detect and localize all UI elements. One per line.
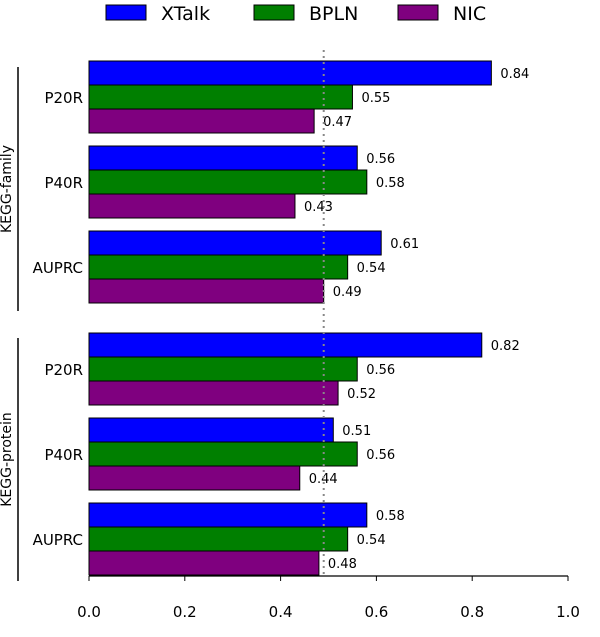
bar-kegg-protein-auprc-bpln — [88, 526, 349, 552]
data-label: 0.54 — [357, 533, 386, 548]
legend-swatch-bpln — [253, 4, 295, 21]
bar-kegg-protein-p20r-bpln — [88, 356, 358, 382]
data-label: 0.55 — [361, 91, 390, 106]
bar-kegg-protein-p20r-xtalk — [88, 332, 483, 358]
data-label: 0.52 — [347, 387, 376, 402]
group-label: KEGG-protein — [0, 412, 15, 507]
bar-kegg-protein-p40r-nic — [88, 465, 301, 491]
bar-kegg-family-p20r-xtalk — [88, 60, 492, 86]
data-label: 0.48 — [328, 557, 357, 572]
data-labels: 0.84 0.55 0.47 P20R 0.56 0.58 0.43 P40R 0.61 0.54… — [0, 67, 529, 572]
bar-kegg-family-p40r-nic — [88, 193, 296, 219]
bar-kegg-protein-p40r-xtalk — [88, 417, 334, 443]
legend-label-xtalk: XTalk — [161, 3, 210, 25]
bar-kegg-family-p20r-bpln — [88, 84, 353, 110]
data-label: 0.47 — [323, 115, 352, 130]
bar-kegg-protein-p20r-nic — [88, 380, 339, 406]
legend: XTalk BPLN NIC — [105, 3, 486, 25]
data-label: 0.58 — [376, 509, 405, 524]
bar-kegg-family-auprc-nic — [88, 278, 325, 304]
data-label: 0.58 — [376, 176, 405, 191]
bar-kegg-family-p40r-bpln — [88, 169, 368, 195]
x-tick-label: 0.4 — [269, 603, 293, 621]
x-tick-label: 1.0 — [556, 603, 580, 621]
legend-swatch-xtalk — [105, 4, 147, 21]
data-label: 0.56 — [366, 363, 395, 378]
bar-kegg-family-p20r-nic — [88, 108, 315, 134]
data-label: 0.61 — [390, 237, 419, 252]
category-label: P40R — [44, 174, 83, 192]
data-label: 0.51 — [342, 424, 371, 439]
bar-kegg-protein-p40r-bpln — [88, 441, 358, 467]
data-label: 0.43 — [304, 200, 333, 215]
category-label: AUPRC — [33, 531, 83, 549]
x-tick-label: 0.0 — [77, 603, 101, 621]
bar-kegg-family-auprc-bpln — [88, 254, 349, 280]
legend-swatch-nic — [397, 4, 439, 21]
bar-kegg-family-p40r-xtalk — [88, 145, 358, 171]
category-label: P40R — [44, 446, 83, 464]
x-tick-label: 0.2 — [173, 603, 197, 621]
data-label: 0.84 — [500, 67, 529, 82]
bar-kegg-family-auprc-xtalk — [88, 230, 382, 256]
data-label: 0.82 — [491, 339, 520, 354]
category-label: P20R — [44, 361, 83, 379]
x-tick-label: 0.8 — [460, 603, 484, 621]
axes: 0.0 0.2 0.4 0.6 0.8 1.0 — [17, 50, 580, 621]
data-label: 0.56 — [366, 448, 395, 463]
x-tick-label: 0.6 — [364, 603, 388, 621]
legend-label-bpln: BPLN — [309, 3, 358, 25]
bar-kegg-protein-auprc-nic — [88, 550, 320, 576]
bars — [88, 60, 492, 576]
group-label: KEGG-family — [0, 145, 15, 233]
category-label: P20R — [44, 89, 83, 107]
bar-kegg-protein-auprc-xtalk — [88, 502, 368, 528]
data-label: 0.49 — [333, 285, 362, 300]
data-label: 0.44 — [309, 472, 338, 487]
category-label: AUPRC — [33, 259, 83, 277]
data-label: 0.54 — [357, 261, 386, 276]
data-label: 0.56 — [366, 152, 395, 167]
legend-label-nic: NIC — [453, 3, 486, 25]
